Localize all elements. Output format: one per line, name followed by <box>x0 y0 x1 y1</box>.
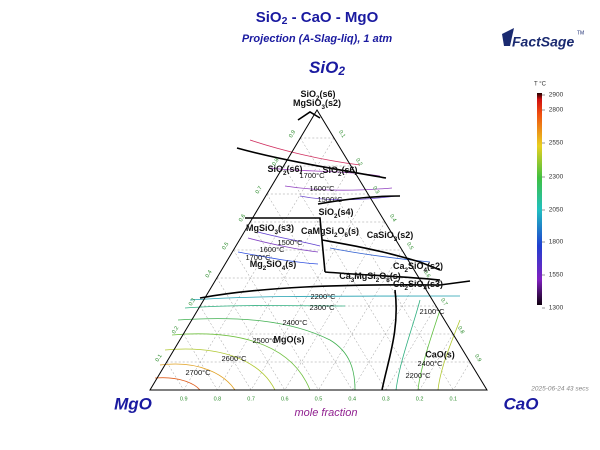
phase-label: CaO(s) <box>425 349 455 359</box>
isotherm-label: 2300°C <box>309 303 335 312</box>
tick-label: 0.3 <box>382 396 390 402</box>
tick-label: 0.7 <box>255 185 264 195</box>
grid-line <box>199 305 252 391</box>
phase-label: Ca2SiO4(s2) <box>393 261 443 273</box>
isotherm-label: 2700°C <box>185 368 211 377</box>
axis-label: mole fraction <box>295 407 358 419</box>
tick-label: 0.5 <box>315 396 323 402</box>
tick-label: 0.3 <box>371 185 380 195</box>
isotherm-label: 1500°C <box>317 195 343 204</box>
grid-line <box>385 305 437 391</box>
tick-label: 0.9 <box>473 353 482 363</box>
logo: FactSage <box>512 34 574 50</box>
phase-label: MgSiO3(s2) <box>293 98 341 110</box>
isotherm-label: 1700°C <box>245 253 271 262</box>
tick-label: 0.5 <box>221 241 230 251</box>
phase-label: Ca3MgSi2O8(s) <box>339 271 401 283</box>
grid-line <box>183 137 335 391</box>
colorbar-label: 2300 <box>549 174 564 181</box>
isotherm-label: 2200°C <box>405 371 431 380</box>
title: SiO2 - CaO - MgO <box>256 9 379 27</box>
tick-label: 0.1 <box>449 396 457 402</box>
colorbar-label: 1800 <box>549 239 564 246</box>
tick-label: 0.4 <box>348 396 356 402</box>
isotherm-label: 1700°C <box>299 171 325 180</box>
tick-label: 0.1 <box>155 353 164 363</box>
corner-label: SiO2 <box>309 58 345 78</box>
tick-label: 0.8 <box>214 396 222 402</box>
triangle <box>149 109 488 391</box>
logo-icon <box>502 28 514 46</box>
isotherm-label: 2600°C <box>221 354 247 363</box>
phase-label: CaSiO3(s2) <box>367 230 414 242</box>
tick-label: 0.9 <box>288 129 297 139</box>
tick-label: 0.7 <box>247 396 255 402</box>
tick-label: 0.4 <box>205 269 214 279</box>
isotherm-label: 2100°C <box>419 307 445 316</box>
phase-label: SiO2(s4) <box>318 207 353 219</box>
isotherm-label: 1500°C <box>277 238 303 247</box>
tick-label: 0.6 <box>238 213 247 223</box>
tick-label: 0.8 <box>456 325 465 335</box>
grid-line <box>453 361 471 391</box>
phase-label: MgO(s) <box>274 334 305 344</box>
phase-label: MgSiO3(s3) <box>246 223 294 235</box>
tick-label: 0.4 <box>388 213 397 223</box>
colorbar <box>537 93 542 305</box>
logo-mark: TM <box>577 30 584 36</box>
tick-label: 0.2 <box>416 396 424 402</box>
tick-label: 0.1 <box>337 129 346 139</box>
timestamp: 2025-06-24 43 secs <box>530 386 589 393</box>
isotherm-label: 1600°C <box>309 184 335 193</box>
colorbar-label: 1300 <box>549 305 564 312</box>
phase-label: SiO2(s6) <box>300 89 335 101</box>
colorbar-unit: T °C <box>534 82 547 88</box>
grid-line <box>419 333 454 391</box>
tick-label: 0.2 <box>354 157 363 167</box>
tick-label: 0.6 <box>422 269 431 279</box>
corner-label: CaO <box>504 394 539 413</box>
tick-label: 0.8 <box>271 157 280 167</box>
colorbar-label: 2550 <box>549 140 564 147</box>
tick-label: 0.2 <box>171 325 180 335</box>
isotherm-label: 1600°C <box>259 245 285 254</box>
isotherm-label: 2400°C <box>417 359 443 368</box>
grid-line <box>318 249 403 391</box>
grid-line <box>217 165 352 391</box>
isotherm-label: 2500°C <box>252 336 278 345</box>
colorbar-label: 2900 <box>549 92 564 99</box>
phase-label: SiO2(s6) <box>267 164 302 176</box>
tick-label: 0.3 <box>188 297 197 307</box>
colorbar-label: 2050 <box>549 207 564 214</box>
phase-label: Ca2SiO4(s3) <box>393 279 443 291</box>
grid-line <box>233 249 319 391</box>
isotherm-label: 2400°C <box>282 318 308 327</box>
phase-label: SiO2(s6) <box>322 165 357 177</box>
phase-boundaries <box>199 111 471 391</box>
grid-line <box>183 333 218 391</box>
subtitle: Projection (A-Slag-liq), 1 atm <box>242 33 393 45</box>
tick-label: 0.7 <box>439 297 448 307</box>
phase-label: Mg2SiO4(s) <box>250 259 297 271</box>
grid-line <box>216 277 286 391</box>
grid-line <box>351 277 420 391</box>
tick-label: 0.9 <box>180 396 188 402</box>
colorbar-label: 2800 <box>549 107 564 114</box>
colorbar-label: 1550 <box>549 272 564 279</box>
grid-line <box>166 361 184 391</box>
tick-label: 0.5 <box>405 241 414 251</box>
tick-label: 0.6 <box>281 396 289 402</box>
phase-label: CaMgSi2O6(s) <box>301 226 359 238</box>
corner-label: MgO <box>114 394 152 413</box>
isotherm-label: 2200°C <box>310 292 336 301</box>
